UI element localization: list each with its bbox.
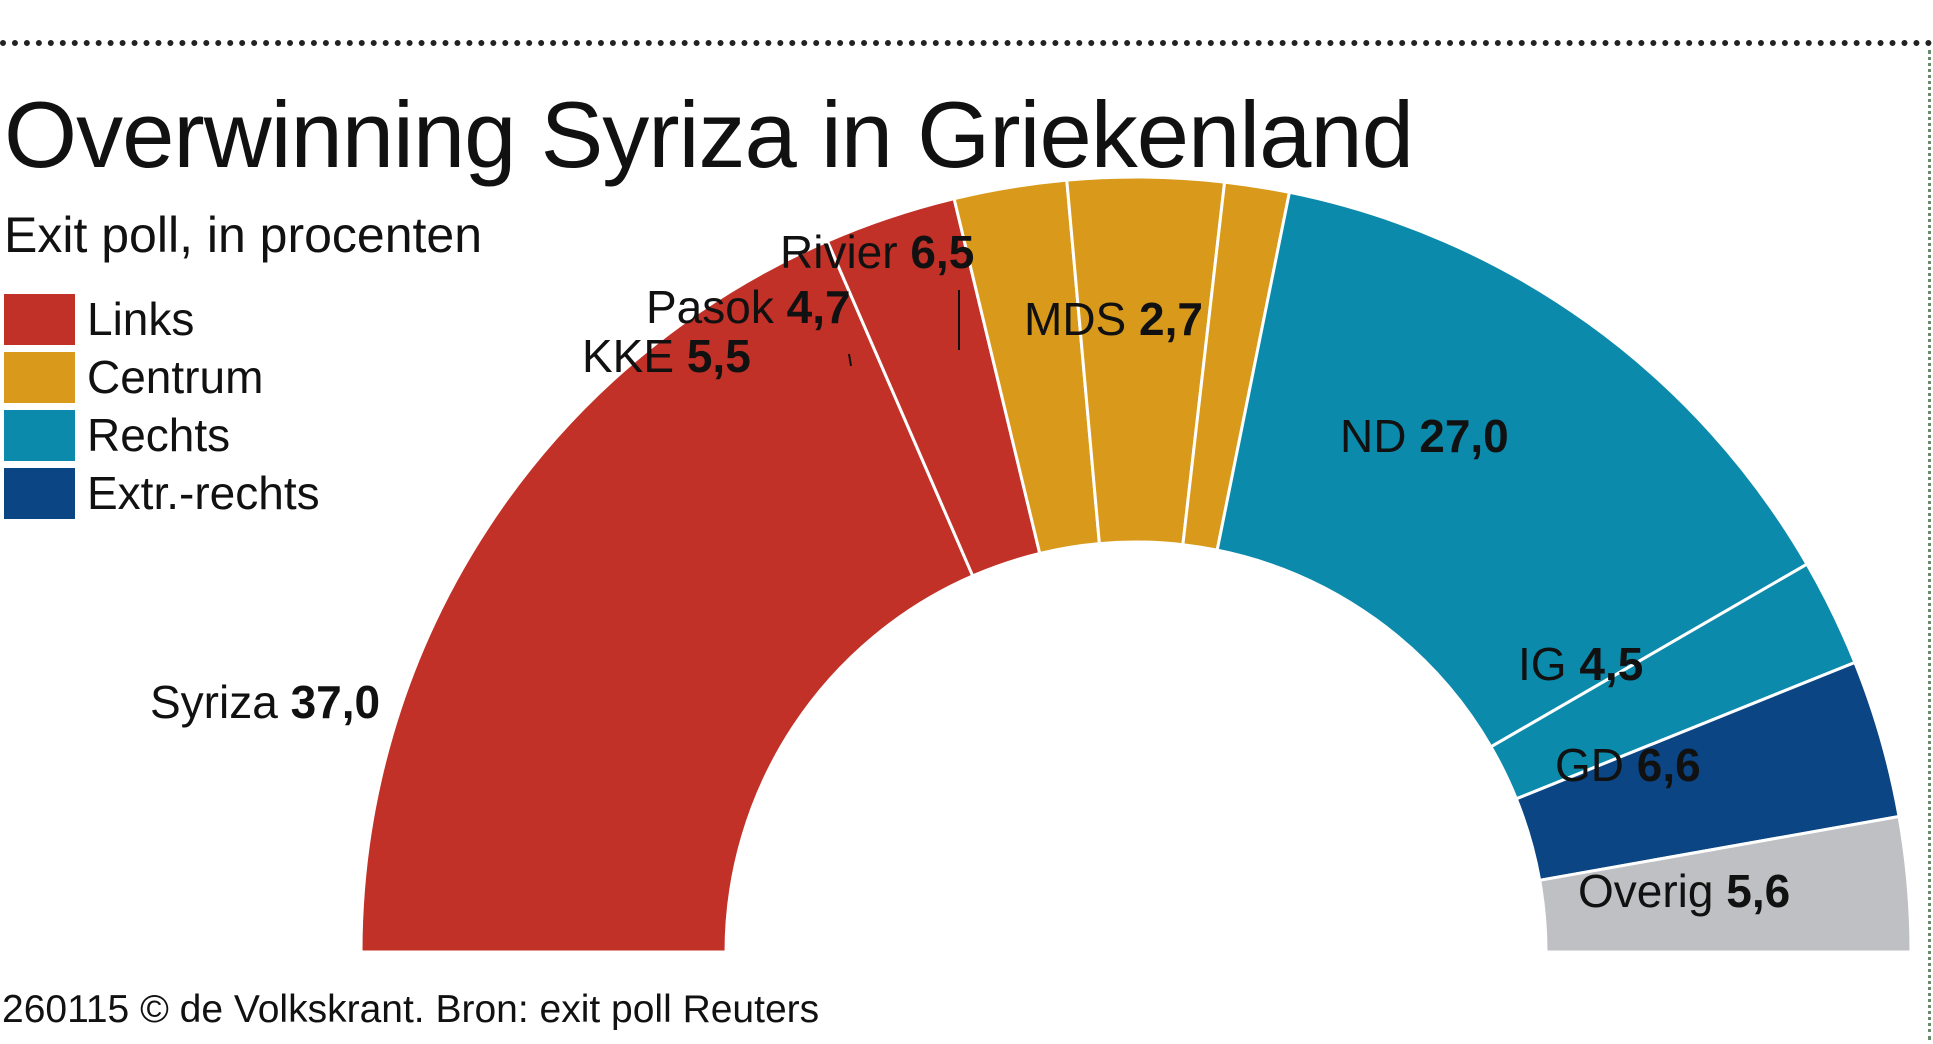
slice-label-nd: ND 27,0: [1340, 410, 1509, 462]
legend-label: Extr.-rechts: [87, 467, 320, 519]
dotted-edge: [1928, 50, 1931, 1040]
slice-value: 5,6: [1726, 865, 1790, 917]
slice-name: Syriza: [150, 676, 291, 728]
slice-name: MDS: [1024, 293, 1139, 345]
chart-title: Overwinning Syriza in Griekenland: [4, 82, 1414, 187]
legend-swatch: [4, 293, 75, 345]
legend-item-centrum: Centrum: [4, 348, 320, 406]
slice-name: IG: [1518, 638, 1579, 690]
legend-swatch: [4, 409, 75, 461]
legend-item-extr-rechts: Extr.-rechts: [4, 464, 320, 522]
slice-syriza: [359, 239, 975, 954]
dotted-rule: [0, 40, 1933, 56]
slice-label-rivier: Rivier 6,5: [780, 226, 974, 278]
chart-subtitle: Exit poll, in procenten: [4, 207, 483, 263]
slice-label-gd: GD 6,6: [1555, 739, 1701, 791]
slice-value: 4,7: [787, 281, 851, 333]
slice-label-syriza: Syriza 37,0: [150, 676, 380, 728]
legend-label: Rechts: [87, 409, 231, 461]
slice-value: 4,5: [1579, 638, 1643, 690]
legend-swatch: [4, 467, 75, 519]
legend-item-rechts: Rechts: [4, 406, 320, 464]
slice-overig: [1537, 814, 1913, 954]
slice-value: 5,5: [687, 330, 751, 382]
source-footer: 260115 © de Volkskrant. Bron: exit poll …: [2, 988, 820, 1031]
slice-name: GD: [1555, 739, 1637, 791]
slice-name: KKE: [582, 330, 687, 382]
leader-line-pasok: [848, 353, 852, 367]
slice-label-overig: Overig 5,6: [1578, 865, 1790, 917]
slice-value: 2,7: [1139, 293, 1203, 345]
slice-name: Pasok: [646, 281, 787, 333]
slice-value: 6,6: [1637, 739, 1701, 791]
slice-nd: [1215, 190, 1810, 749]
legend-label: Centrum: [87, 351, 264, 403]
slice-name: Rivier: [780, 226, 910, 278]
slice-label-kke: KKE 5,5: [582, 330, 751, 382]
slice-value: 27,0: [1419, 410, 1509, 462]
legend-swatch: [4, 351, 75, 403]
slice-label-pasok: Pasok 4,7: [646, 281, 851, 333]
legend-item-links: Links: [4, 290, 320, 348]
slice-name: Overig: [1578, 865, 1726, 917]
slice-value: 6,5: [910, 226, 974, 278]
slice-value: 37,0: [291, 676, 381, 728]
slice-label-mds: MDS 2,7: [1024, 293, 1203, 345]
slice-name: ND: [1340, 410, 1419, 462]
slice-label-ig: IG 4,5: [1518, 638, 1643, 690]
legend-label: Links: [87, 293, 195, 345]
legend: Links Centrum Rechts Extr.-rechts: [4, 290, 320, 522]
